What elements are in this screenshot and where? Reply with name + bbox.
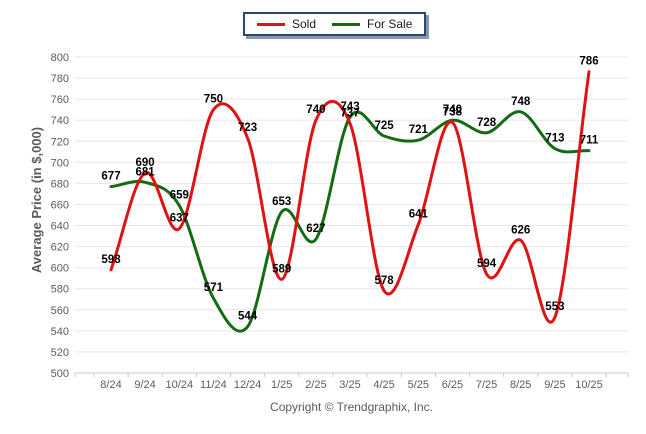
x-tick-label: 7/25	[476, 379, 497, 391]
y-tick-label: 800	[51, 52, 69, 64]
legend-label-sold: Sold	[292, 17, 317, 31]
x-tick-label: 12/24	[234, 379, 262, 391]
data-label: 627	[306, 223, 325, 235]
data-label: 659	[170, 190, 189, 202]
series-line-for-sale	[109, 110, 591, 333]
for-sale-line-swatch	[332, 22, 361, 26]
x-tick-label: 9/25	[544, 379, 565, 391]
data-label: 598	[101, 254, 121, 266]
data-label: 713	[545, 133, 564, 145]
y-tick-label: 700	[51, 157, 69, 169]
y-tick-label: 600	[51, 263, 69, 275]
data-label: 711	[580, 135, 599, 147]
y-tick-label: 520	[51, 347, 69, 359]
data-label: 737	[340, 107, 359, 119]
data-label: 553	[545, 301, 564, 313]
y-tick-label: 740	[51, 115, 69, 127]
x-tick-label: 1/25	[271, 379, 292, 391]
y-tick-label: 680	[51, 178, 69, 190]
y-tick-label: 620	[51, 242, 69, 254]
x-tick-label: 10/24	[166, 379, 194, 391]
y-tick-label: 640	[51, 221, 69, 233]
x-tick-label: 8/24	[100, 379, 121, 391]
data-label: 681	[136, 166, 156, 178]
y-tick-label: 540	[51, 326, 69, 338]
legend-item-sold: Sold	[257, 17, 316, 31]
y-tick-label: 500	[51, 368, 69, 380]
x-tick-label: 8/25	[510, 379, 531, 391]
data-label: 725	[375, 120, 395, 132]
x-tick-label: 10/25	[575, 379, 603, 391]
data-label: 738	[443, 106, 463, 118]
y-tick-label: 780	[51, 73, 69, 85]
data-label: 743	[340, 101, 359, 113]
data-label: 690	[136, 157, 155, 169]
data-label: 677	[101, 171, 120, 183]
y-tick-label: 720	[51, 136, 69, 148]
data-label: 589	[272, 263, 291, 275]
y-tick-label: 580	[51, 284, 69, 296]
series-line-sold	[109, 70, 591, 324]
x-tick-label: 4/25	[373, 379, 394, 391]
data-label: 740	[306, 104, 325, 116]
data-label: 594	[477, 258, 497, 270]
data-label: 740	[443, 104, 462, 116]
chart-legend: Sold For Sale	[243, 12, 427, 36]
x-tick-label: 5/25	[408, 379, 429, 391]
x-tick-label: 11/24	[200, 379, 227, 391]
data-label: 626	[511, 224, 530, 236]
data-label: 728	[477, 117, 497, 129]
data-label: 653	[272, 196, 291, 208]
y-axis-title: Average Price (in $,000)	[29, 126, 44, 274]
x-tick-label: 6/25	[442, 379, 463, 391]
x-tick-label: 2/25	[305, 379, 326, 391]
x-tick-label: 9/24	[134, 379, 155, 391]
legend-label-for-sale: For Sale	[367, 17, 413, 31]
y-tick-label: 660	[51, 200, 69, 212]
data-label: 571	[204, 282, 224, 294]
y-tick-label: 760	[51, 94, 69, 106]
y-tick-label: 560	[51, 305, 69, 317]
legend-item-for-sale: For Sale	[332, 17, 412, 31]
data-label: 721	[409, 124, 429, 136]
data-label: 723	[238, 122, 257, 134]
data-label: 641	[409, 209, 429, 221]
x-tick-label: 3/25	[339, 379, 360, 391]
sold-line-swatch	[257, 22, 285, 26]
data-label: 786	[579, 56, 598, 68]
data-label: 637	[170, 213, 189, 225]
data-label: 748	[511, 96, 531, 108]
data-label: 544	[238, 311, 258, 323]
copyright-text: Copyright © Trendgraphix, Inc.	[270, 400, 433, 414]
data-label: 578	[375, 275, 395, 287]
data-label: 750	[204, 94, 223, 106]
